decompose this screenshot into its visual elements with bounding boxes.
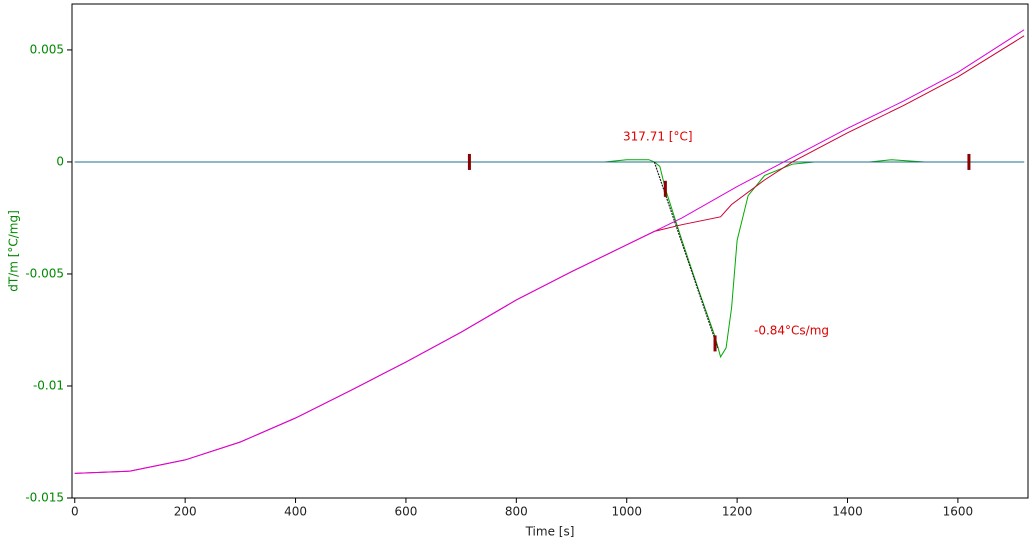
y-tick-label: -0.005 xyxy=(25,266,64,280)
x-tick-label: 600 xyxy=(394,505,417,519)
series-line xyxy=(74,35,1025,474)
plot-frame xyxy=(71,3,1029,499)
series-line xyxy=(74,159,1025,359)
series-line xyxy=(74,29,1025,474)
y-axis-label: dT/m [°C/mg] xyxy=(7,210,21,292)
event-marker xyxy=(713,335,717,352)
event-marker xyxy=(663,180,667,197)
series-line xyxy=(653,161,719,349)
event-marker xyxy=(467,153,471,170)
y-tick-label: 0 xyxy=(56,154,64,168)
x-tick-label: 1000 xyxy=(611,505,642,519)
x-tick-label: 1400 xyxy=(832,505,863,519)
annotation: 317.71 [°C] xyxy=(623,130,693,144)
y-tick-label: -0.015 xyxy=(25,491,64,505)
x-tick-label: 0 xyxy=(71,505,79,519)
x-axis-label: Time [s] xyxy=(525,525,575,539)
x-tick-label: 200 xyxy=(174,505,197,519)
x-tick-label: 1600 xyxy=(943,505,974,519)
x-tick-label: 800 xyxy=(505,505,528,519)
y-tick-label: 0.005 xyxy=(30,42,64,56)
x-tick-label: 400 xyxy=(284,505,307,519)
annotation: -0.84°Cs/mg xyxy=(754,324,829,338)
x-tick-label: 1200 xyxy=(722,505,753,519)
event-marker xyxy=(967,153,971,170)
y-tick-label: -0.01 xyxy=(33,378,64,392)
